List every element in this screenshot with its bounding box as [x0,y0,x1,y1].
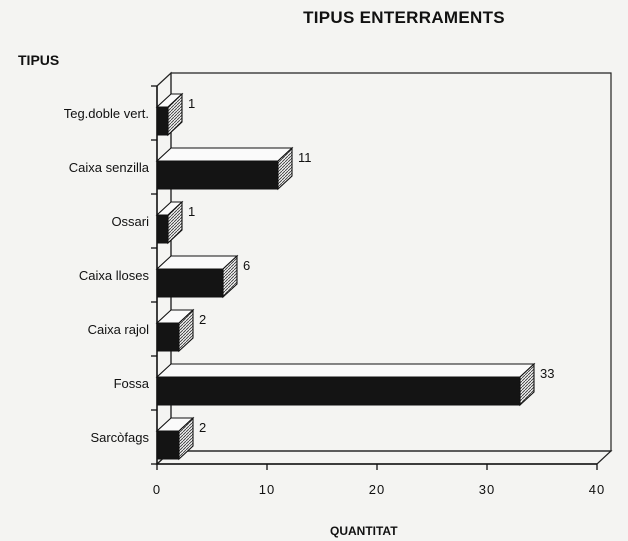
x-tick-label: 40 [589,482,605,497]
bar [156,106,169,136]
bar [156,268,224,298]
bar-top [155,363,536,378]
bar [156,214,169,244]
data-label: 2 [199,312,206,327]
category-label: Caixa senzilla [69,160,150,175]
category-label: Teg.doble vert. [64,106,149,121]
category-label: Caixa rajol [88,322,150,337]
x-tick-label: 30 [479,482,495,497]
category-label: Caixa lloses [79,268,150,283]
bar [156,160,279,190]
data-label: 2 [199,420,206,435]
x-tick-label: 20 [369,482,385,497]
data-label: 1 [188,96,195,111]
x-axis-label: QUANTITAT [330,524,398,538]
chart-title: TIPUS ENTERRAMENTS [303,8,505,27]
x-tick-label: 0 [153,482,161,497]
data-label: 6 [243,258,250,273]
category-label: Sarcòfags [90,430,149,445]
floor [155,450,613,465]
bar [156,376,521,406]
data-label: 11 [298,150,312,165]
category-label: Fossa [114,376,150,391]
data-label: 33 [540,366,554,381]
x-tick-label: 10 [259,482,275,497]
category-label: Ossari [111,214,149,229]
bar-top [155,147,294,162]
bar [156,322,180,352]
y-axis-label: TIPUS [18,52,60,68]
data-label: 1 [188,204,195,219]
bar [156,430,180,460]
